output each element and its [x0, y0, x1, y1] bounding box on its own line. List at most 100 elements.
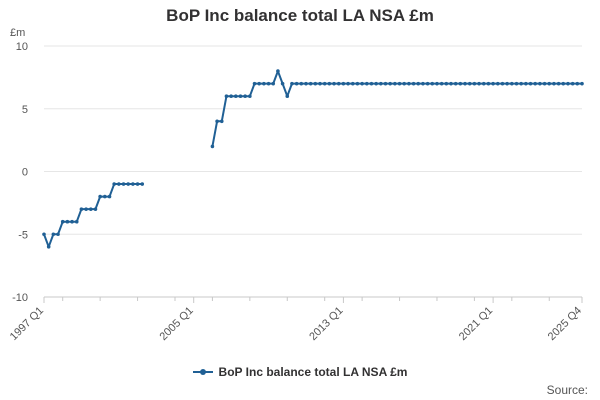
data-point[interactable] [552, 81, 556, 86]
data-point[interactable] [51, 232, 56, 237]
data-point[interactable] [93, 207, 98, 211]
data-point[interactable] [397, 81, 402, 86]
data-point[interactable] [215, 119, 219, 124]
data-point[interactable] [248, 94, 252, 98]
data-point[interactable] [229, 94, 233, 98]
data-point[interactable] [98, 194, 102, 199]
data-point[interactable] [266, 81, 271, 86]
data-point[interactable] [500, 81, 505, 86]
data-point[interactable] [444, 81, 449, 86]
data-point[interactable] [238, 94, 243, 98]
data-point[interactable] [355, 81, 360, 86]
data-point[interactable] [425, 81, 430, 86]
data-point[interactable] [346, 81, 350, 86]
data-point[interactable] [280, 81, 285, 86]
data-point[interactable] [528, 81, 533, 86]
data-point[interactable] [538, 81, 542, 86]
data-point[interactable] [341, 81, 346, 86]
data-point[interactable] [547, 81, 552, 86]
data-point[interactable] [467, 81, 472, 86]
data-point[interactable] [210, 144, 215, 149]
data-point[interactable] [56, 232, 60, 237]
data-point[interactable] [88, 207, 93, 211]
data-point[interactable] [495, 81, 500, 86]
data-point[interactable] [299, 81, 304, 86]
data-point[interactable] [477, 81, 481, 86]
data-point[interactable] [308, 81, 313, 86]
data-point[interactable] [453, 81, 458, 86]
data-point[interactable] [449, 81, 453, 86]
data-point[interactable] [393, 81, 397, 86]
data-point[interactable] [435, 81, 439, 86]
data-point[interactable] [575, 81, 580, 86]
data-point[interactable] [271, 81, 276, 86]
data-point[interactable] [84, 207, 88, 211]
data-point[interactable] [566, 81, 570, 86]
data-point[interactable] [570, 81, 575, 86]
data-point[interactable] [524, 81, 528, 86]
data-point[interactable] [374, 81, 378, 86]
data-point[interactable] [107, 194, 112, 199]
data-point[interactable] [481, 81, 486, 86]
data-point[interactable] [336, 81, 341, 86]
data-point[interactable] [257, 81, 262, 86]
data-point[interactable] [411, 81, 416, 86]
data-point[interactable] [103, 194, 107, 199]
data-point[interactable] [510, 81, 514, 86]
data-point[interactable] [135, 182, 140, 186]
data-point[interactable] [379, 81, 383, 86]
data-point[interactable] [252, 81, 257, 86]
data-point[interactable] [491, 81, 495, 86]
data-point[interactable] [276, 69, 280, 73]
data-point[interactable] [140, 182, 145, 186]
data-point[interactable] [285, 94, 290, 98]
data-point[interactable] [458, 81, 463, 86]
data-point[interactable] [42, 232, 46, 237]
data-point[interactable] [322, 81, 327, 86]
data-point[interactable] [234, 94, 238, 98]
data-point[interactable] [383, 81, 388, 86]
data-point[interactable] [365, 81, 369, 86]
data-point[interactable] [131, 182, 135, 186]
data-point[interactable] [369, 81, 374, 86]
legend[interactable]: BoP Inc balance total LA NSA £m [0, 365, 600, 379]
data-point[interactable] [60, 219, 65, 224]
data-point[interactable] [46, 245, 51, 249]
data-point[interactable] [486, 81, 491, 86]
data-point[interactable] [430, 81, 435, 86]
data-point[interactable] [463, 81, 467, 86]
data-point[interactable] [416, 81, 421, 86]
data-point[interactable] [542, 81, 547, 86]
data-point[interactable] [79, 207, 84, 211]
data-point[interactable] [519, 81, 523, 86]
data-point[interactable] [74, 219, 79, 224]
data-point[interactable] [112, 182, 116, 186]
data-point[interactable] [561, 81, 566, 86]
data-point[interactable] [313, 81, 318, 86]
data-point[interactable] [402, 81, 407, 86]
data-point[interactable] [294, 81, 299, 86]
data-point[interactable] [533, 81, 538, 86]
data-point[interactable] [421, 81, 425, 86]
data-point[interactable] [318, 81, 322, 86]
data-point[interactable] [117, 182, 121, 186]
data-point[interactable] [70, 219, 74, 224]
data-point[interactable] [262, 81, 266, 86]
data-point[interactable] [360, 81, 364, 86]
data-point[interactable] [65, 219, 70, 224]
data-point[interactable] [243, 94, 247, 98]
data-point[interactable] [126, 182, 131, 186]
data-point[interactable] [472, 81, 477, 86]
data-point[interactable] [556, 81, 561, 86]
data-point[interactable] [388, 81, 392, 86]
data-point[interactable] [350, 81, 355, 86]
data-point[interactable] [514, 81, 519, 86]
data-point[interactable] [304, 81, 308, 86]
data-point[interactable] [121, 182, 126, 186]
data-point[interactable] [505, 81, 509, 86]
data-point[interactable] [332, 81, 336, 86]
data-point[interactable] [219, 119, 224, 124]
data-point[interactable] [327, 81, 332, 86]
data-point[interactable] [580, 81, 584, 86]
data-point[interactable] [407, 81, 411, 86]
